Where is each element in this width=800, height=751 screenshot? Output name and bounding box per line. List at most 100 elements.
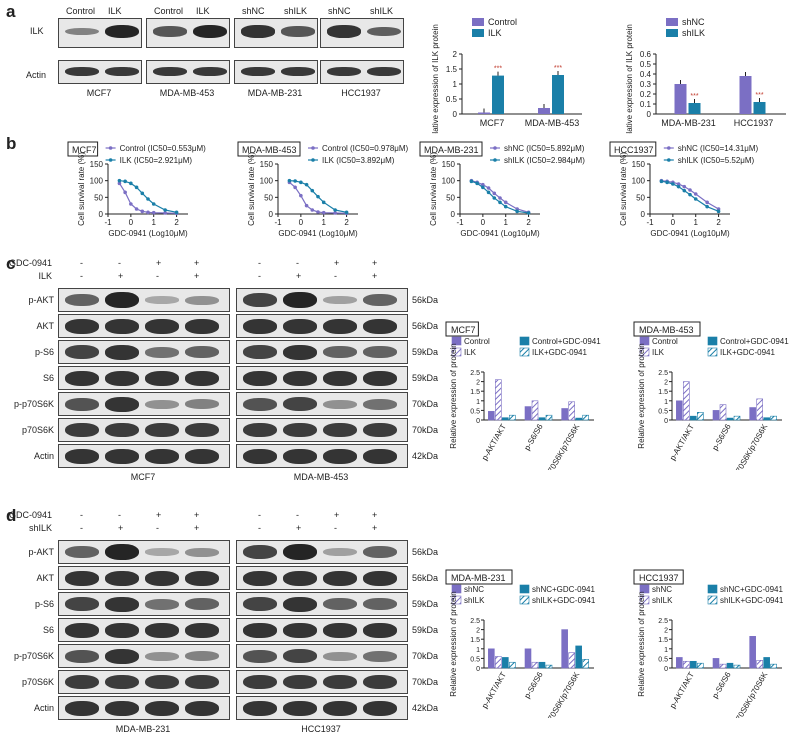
band (283, 422, 317, 438)
bar (690, 415, 697, 421)
blot-actin (320, 60, 404, 84)
band (193, 67, 227, 76)
cell-box-label: MDA-MB-453 (639, 325, 694, 335)
bar (676, 657, 683, 669)
band (193, 25, 227, 38)
bar (492, 75, 504, 114)
bar (697, 412, 704, 421)
cell-box-label: MCF7 (72, 145, 97, 155)
band (363, 294, 397, 306)
band (363, 700, 397, 716)
bar (568, 652, 575, 669)
row-label: p-S6 (34, 347, 54, 357)
band (323, 674, 357, 690)
data-point (503, 204, 508, 209)
band (105, 596, 139, 612)
kda-label: 70kDa (412, 425, 439, 435)
legend-swatch (707, 336, 718, 346)
band (243, 700, 277, 716)
chart-c1: MCF7 Control ILK Control+GDC-0941 ILK+GDC-09… (445, 321, 601, 470)
y-tick-label: 150 (90, 160, 104, 169)
y-axis-label: Cell survival rate (%) (429, 152, 438, 226)
bar (509, 414, 516, 421)
treatment-sign: + (296, 523, 302, 533)
y-tick-label: 0 (476, 418, 480, 425)
band (363, 622, 397, 638)
band (145, 622, 179, 638)
y-tick-label: 1 (476, 647, 480, 654)
treatment-sign: - (258, 271, 261, 281)
bar (688, 103, 701, 114)
cell-label: HCC1937 (341, 88, 381, 98)
band (65, 370, 99, 386)
blot-row (58, 618, 230, 642)
y-tick-label: 0 (453, 110, 458, 119)
y-tick-label: 2 (453, 50, 458, 59)
band (105, 396, 139, 412)
legend-swatch (639, 584, 650, 594)
bar (683, 660, 690, 669)
panel-letter-a: a (6, 2, 16, 21)
band (243, 370, 277, 386)
band (105, 570, 139, 586)
band (243, 674, 277, 690)
band (145, 700, 179, 716)
band (367, 67, 401, 76)
band (65, 700, 99, 716)
kda-label: 56kDa (412, 321, 439, 331)
cell-box (633, 321, 701, 337)
treatment-sign: - (296, 258, 299, 268)
chart-d2: HCC1937 shNC shILK shNC+GDC-0941 shILK+GDC-0… (633, 569, 784, 718)
treatment-sign: + (372, 271, 378, 281)
cell-box-label: HCC1937 (614, 145, 654, 155)
treatment-sign: - (80, 271, 83, 281)
y-tick-label: 2.5 (470, 618, 480, 625)
treatment-sign: - (334, 271, 337, 281)
band (145, 399, 179, 409)
kda-label: 42kDa (412, 703, 439, 713)
data-point (299, 193, 303, 198)
x-tick-label: 0 (671, 218, 676, 227)
y-tick-label: 0 (269, 210, 274, 219)
row-label: p-p70S6K (13, 651, 54, 661)
band (323, 598, 357, 610)
band (105, 25, 139, 38)
data-point (481, 185, 485, 190)
band (281, 26, 315, 37)
blot-row (58, 670, 230, 694)
data-point (688, 192, 692, 197)
legend-label: Control+GDC-0941 (720, 337, 789, 346)
band (323, 422, 357, 438)
bar (488, 411, 495, 421)
y-tick-label: 0.5 (446, 95, 458, 104)
band (283, 318, 317, 334)
bar (575, 645, 582, 669)
band (323, 318, 357, 334)
data-point (163, 208, 167, 212)
band (145, 422, 179, 438)
row-label: p-p70S6K (13, 399, 54, 409)
y-tick-label: 0 (99, 210, 104, 219)
data-point (151, 202, 156, 206)
blot-ilk (58, 18, 142, 48)
legend-label: shNC (IC50=14.31μM) (678, 144, 759, 153)
legend-marker (108, 158, 113, 162)
legend-swatch (519, 595, 530, 605)
treatment-sign: + (194, 510, 200, 520)
cell-label: HCC1937 (301, 724, 341, 734)
legend-label: shILK+GDC-0941 (720, 596, 784, 605)
band (105, 344, 139, 360)
data-point (293, 179, 297, 183)
bar (712, 410, 720, 421)
y-tick-label: 0.6 (640, 50, 652, 59)
kda-label: 70kDa (412, 677, 439, 687)
data-point (321, 200, 326, 205)
band (185, 448, 219, 464)
bar (495, 379, 502, 421)
bar (538, 661, 546, 669)
legend-label: shNC (682, 17, 705, 27)
data-point (316, 194, 320, 199)
data-point (123, 179, 127, 184)
cell-label: MCF7 (86, 88, 112, 98)
series-line (119, 180, 177, 213)
